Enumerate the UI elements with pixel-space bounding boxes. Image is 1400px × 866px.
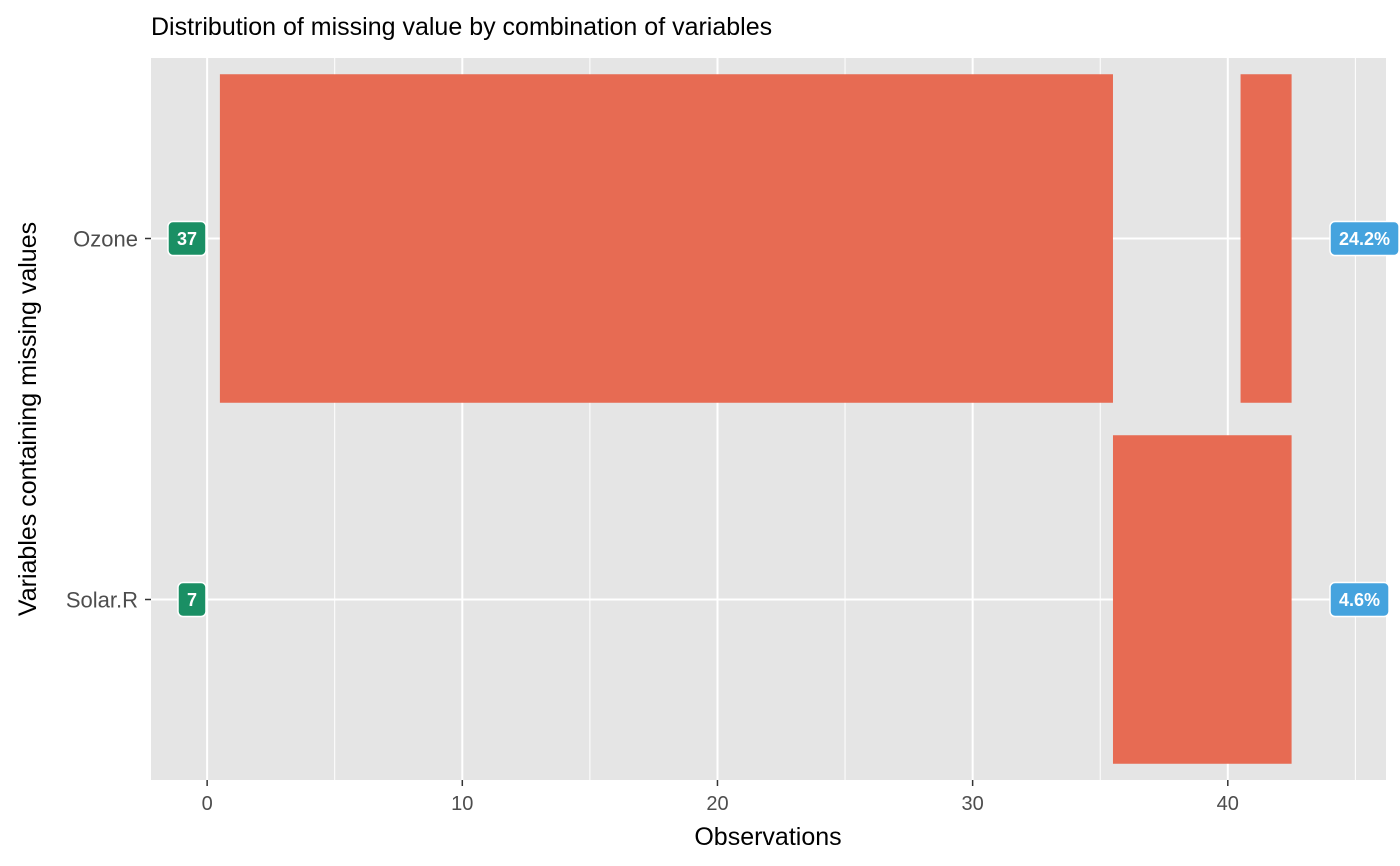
- count-label-box: [177, 581, 207, 618]
- x-axis-title: Observations: [694, 823, 841, 851]
- percent-label: 4.6%: [1329, 581, 1390, 618]
- count-label: 7: [177, 581, 207, 618]
- x-tick-label: 30: [962, 793, 984, 815]
- x-tick-label: 10: [451, 793, 473, 815]
- bar-segment: [1240, 74, 1292, 403]
- count-label: 37: [167, 220, 207, 257]
- x-tick-label: 0: [202, 793, 213, 815]
- y-tick-label: Ozone: [73, 227, 138, 252]
- percent-label-text: 4.6%: [1339, 590, 1380, 610]
- count-label-text: 37: [177, 229, 197, 249]
- bar-segments: [219, 74, 1292, 764]
- axes: 0 10 20 30 40 Ozone Solar.R: [66, 227, 1239, 816]
- percent-label-box: [1329, 581, 1390, 618]
- y-tick-label: Solar.R: [66, 588, 138, 613]
- count-label-text: 7: [187, 590, 197, 610]
- count-label-box: [167, 220, 207, 257]
- x-tick-label: 40: [1217, 793, 1239, 815]
- chart-title: Distribution of missing value by combina…: [151, 13, 772, 41]
- percent-label-box: [1329, 220, 1400, 257]
- bar-segment: [219, 74, 1113, 403]
- percent-label-text: 24.2%: [1339, 229, 1390, 249]
- value-labels: 37 7 24.2% 4.6%: [167, 220, 1400, 618]
- x-tick-label: 20: [706, 793, 728, 815]
- percent-label: 24.2%: [1329, 220, 1400, 257]
- bar-segment: [1112, 435, 1292, 764]
- y-axis-title: Variables containing missing values: [14, 222, 42, 616]
